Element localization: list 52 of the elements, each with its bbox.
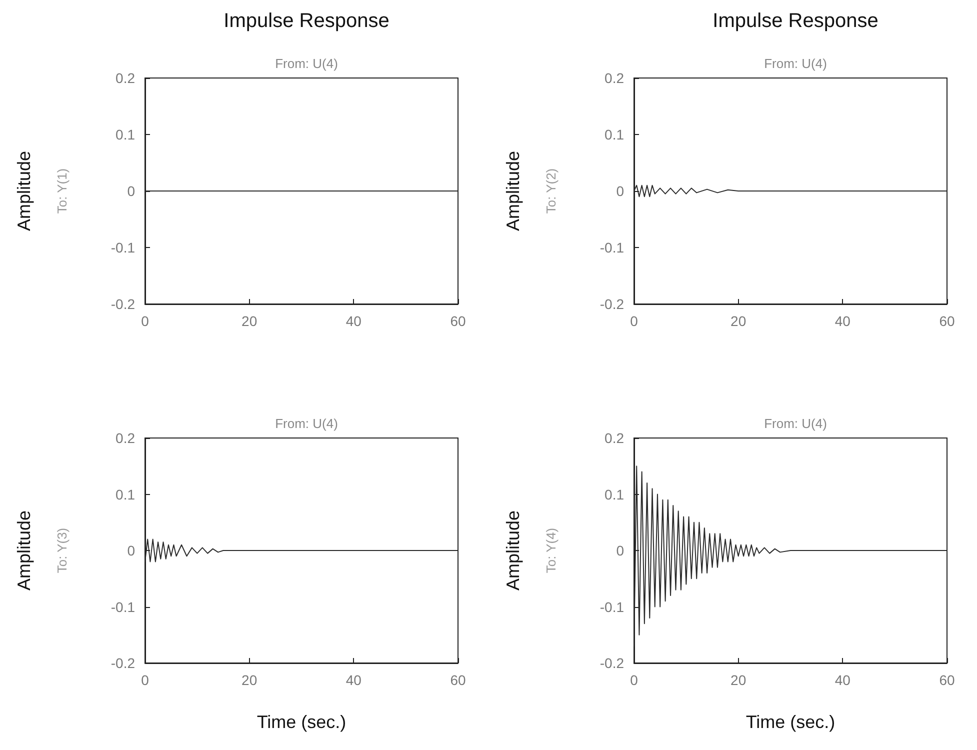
x-axis-title: Time (sec.) — [256, 712, 346, 732]
x-tick-label: 0 — [141, 672, 150, 688]
y-axis-title: Amplitude — [503, 150, 523, 232]
y-tick-label: -0.1 — [600, 240, 624, 256]
x-tick-label: 40 — [346, 313, 362, 329]
y-tick-label: 0.2 — [116, 70, 136, 86]
chart-subtitle: From: U(4) — [275, 56, 338, 71]
y-tick-label: 0 — [616, 183, 624, 199]
x-tick-label: 0 — [630, 672, 638, 688]
x-tick-label: 60 — [939, 672, 955, 688]
y-tick-label: 0.1 — [604, 126, 624, 142]
y-axis-title: Amplitude — [14, 150, 34, 232]
x-tick-label: 20 — [242, 672, 258, 688]
y-tick-label: -0.2 — [110, 655, 136, 671]
y-tick-label: 0.1 — [116, 486, 136, 502]
y-tick-label: 0.1 — [116, 126, 136, 142]
chart-subtitle: From: U(4) — [275, 416, 338, 431]
y-tick-label: 0 — [127, 183, 136, 199]
x-tick-label: 40 — [834, 313, 851, 329]
y-tick-label: 0.1 — [604, 486, 624, 502]
x-tick-label: 40 — [834, 672, 851, 688]
y-tick-label: 0.2 — [604, 430, 624, 446]
text: To: Y(4) — [544, 528, 558, 574]
y-axis-title: Amplitude — [503, 510, 523, 591]
x-tick-label: 60 — [450, 313, 466, 329]
y-tick-label: 0.2 — [604, 70, 624, 86]
y-tick-label: -0.2 — [110, 296, 136, 312]
text: To: Y(1) — [54, 168, 70, 214]
x-tick-label: 0 — [141, 313, 150, 329]
x-tick-label: 20 — [730, 672, 746, 688]
chart-title: Impulse Response — [712, 10, 878, 32]
y-axis-title: Amplitude — [14, 510, 34, 591]
y-tick-label: 0 — [127, 542, 136, 558]
x-tick-label: 20 — [730, 313, 746, 329]
x-tick-label: 0 — [630, 313, 638, 329]
y-tick-label: 0 — [616, 542, 624, 558]
x-tick-label: 60 — [939, 313, 955, 329]
y-tick-label: 0.2 — [116, 430, 136, 446]
chart-title: Impulse Response — [224, 10, 390, 32]
chart-subtitle: From: U(4) — [764, 56, 827, 71]
y-tick-label: -0.1 — [110, 598, 136, 615]
y-tick-label: -0.1 — [110, 240, 136, 256]
x-tick-label: 20 — [242, 313, 258, 329]
x-tick-label: 40 — [346, 672, 362, 688]
y-tick-label: -0.2 — [600, 655, 624, 671]
text: To: Y(2) — [544, 168, 558, 214]
chart-subtitle: From: U(4) — [764, 416, 827, 431]
y-tick-label: -0.1 — [600, 598, 624, 615]
x-tick-label: 60 — [450, 672, 466, 688]
y-tick-label: -0.2 — [600, 296, 624, 312]
x-axis-title: Time (sec.) — [746, 712, 836, 732]
text: To: Y(3) — [54, 528, 70, 574]
